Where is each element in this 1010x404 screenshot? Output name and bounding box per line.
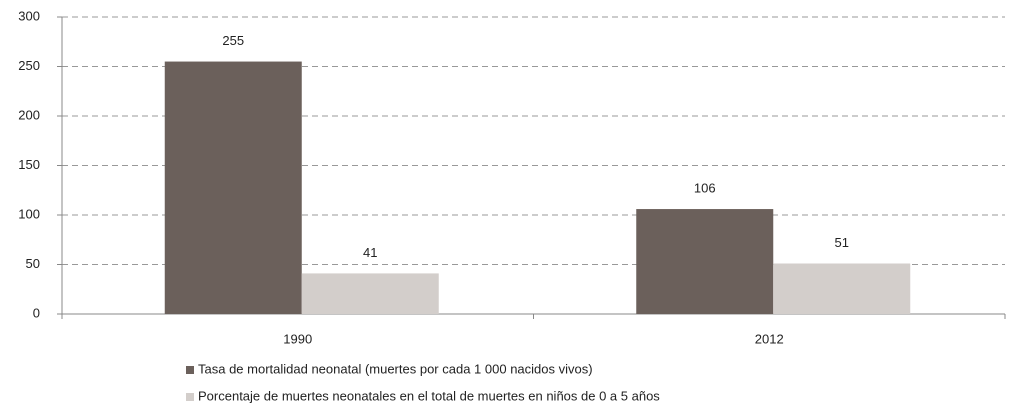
y-tick-label: 250 <box>18 58 40 73</box>
y-tick-label: 0 <box>33 305 40 320</box>
data-label: 41 <box>363 245 377 260</box>
x-tick-label: 2012 <box>755 331 784 346</box>
x-tick-label: 1990 <box>283 331 312 346</box>
legend-swatch <box>186 366 194 374</box>
bar <box>636 209 774 314</box>
y-tick-label: 150 <box>18 157 40 172</box>
legend-swatch <box>186 393 194 401</box>
bar <box>773 263 911 314</box>
legend-label: Porcentaje de muertes neonatales en el t… <box>198 388 660 403</box>
legend-label: Tasa de mortalidad neonatal (muertes por… <box>198 361 593 376</box>
data-label: 51 <box>835 235 849 250</box>
data-label: 255 <box>222 33 244 48</box>
y-tick-label: 300 <box>18 8 40 23</box>
bar <box>301 273 439 314</box>
y-tick-label: 200 <box>18 107 40 122</box>
y-tick-label: 50 <box>26 256 40 271</box>
bar <box>164 61 302 314</box>
data-label: 106 <box>694 180 716 195</box>
y-tick-label: 100 <box>18 206 40 221</box>
